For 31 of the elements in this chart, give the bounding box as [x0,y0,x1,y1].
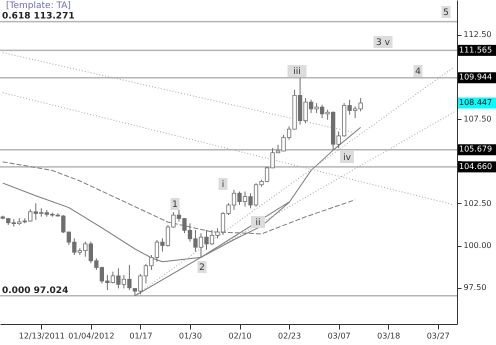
x-tick-label: 01/17 [129,332,152,340]
y-tick-label: 100.00 [464,241,492,250]
annotation: iii [293,67,301,77]
y-tick-label: 109.944 [459,72,492,82]
y-tick-label: 112.50 [464,30,492,40]
annotation: iv [343,153,352,163]
y-tick-label: 102.50 [464,198,492,208]
y-tick-label: 97.50 [464,283,486,292]
x-tick-label: 01/30 [178,332,202,340]
annotation: 1 [172,200,178,210]
ref-line-label: 0.618 113.271 [2,12,75,22]
y-tick-label: 104.660 [459,162,492,171]
annotation: ii [255,218,261,228]
x-tick-label: 03/27 [426,332,450,340]
y-tick-label: 105.679 [459,144,492,154]
ref-line-label: 0.000 97.024 [2,286,68,296]
annotation: 4 [415,67,422,77]
x-tick-label: 03/07 [328,332,351,340]
x-tick-label: 02/10 [228,332,252,340]
annotation: 3 v [376,38,391,48]
y-tick-label: 107.50 [464,114,492,124]
y-tick-label: 108.447 [459,98,492,107]
x-tick-label: 01/04/2012 [68,332,114,340]
annotation: i [222,180,224,190]
x-tick-label: 03/18 [377,332,400,340]
x-tick-label: 12/13/2011 [18,332,65,340]
annotation: 2 [199,263,205,273]
annotation: 5 [443,8,449,18]
y-tick-label: 111.565 [459,45,492,54]
x-tick-label: 02/23 [278,332,302,340]
chart-title: [Template: TA] [6,1,71,11]
